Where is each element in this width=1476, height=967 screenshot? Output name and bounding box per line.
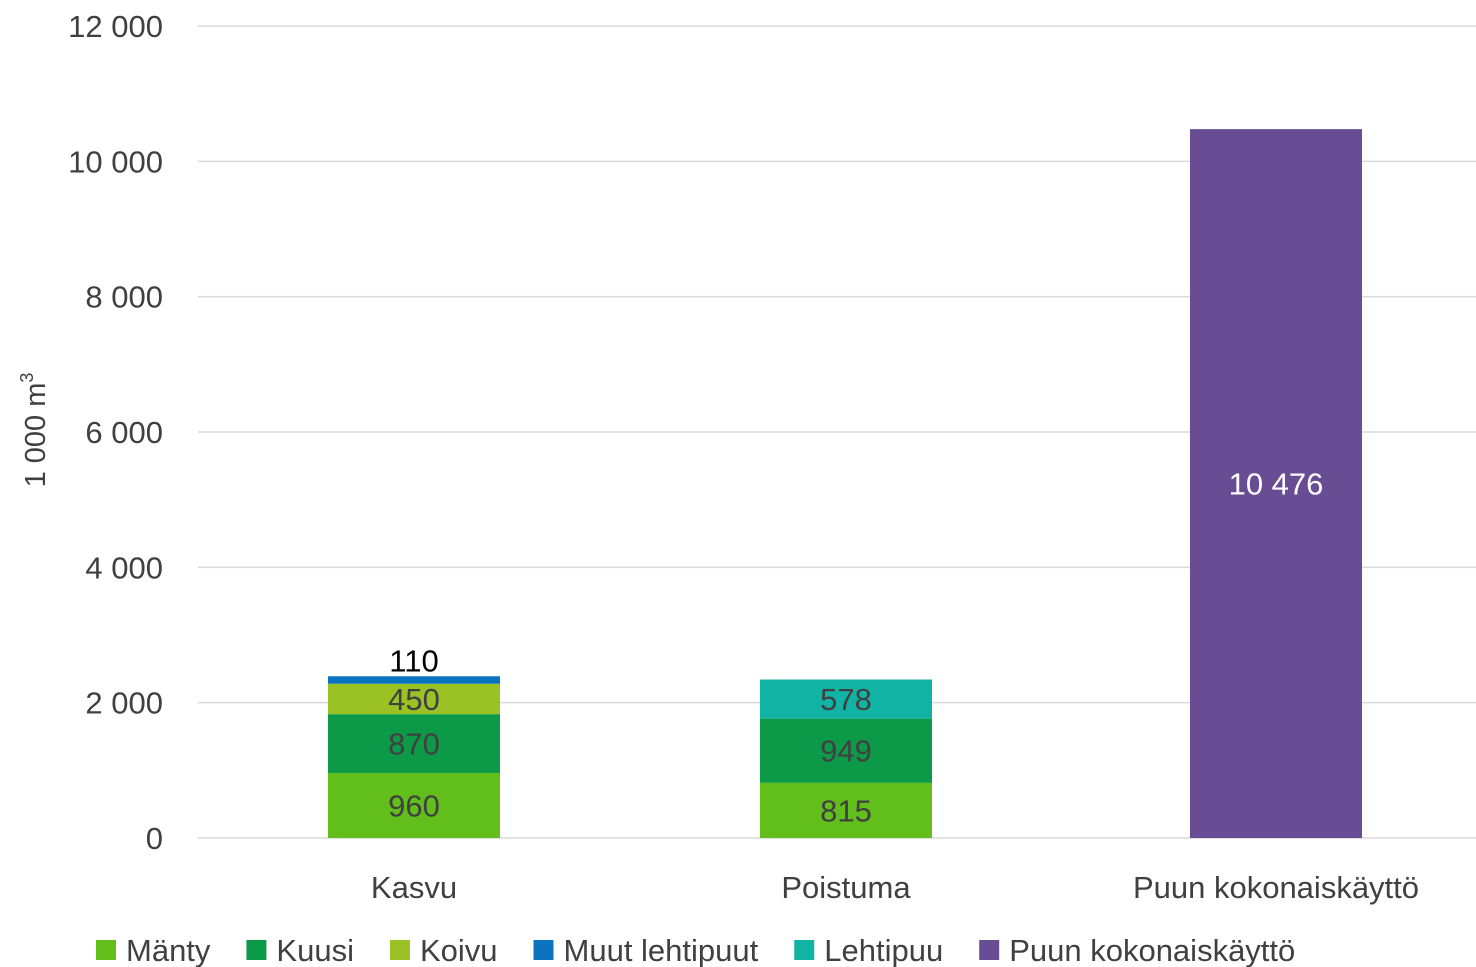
bar-manty-kasvu [328,773,500,838]
legend-label: Koivu [420,933,498,967]
legend-item-manty: Mänty [96,933,211,967]
legend-item-puun-kokonaiskaytto: Puun kokonaiskäyttö [979,933,1295,967]
category-label-poistuma: Poistuma [781,870,911,905]
legend-item-kuusi: Kuusi [246,933,354,967]
legend-label: Kuusi [276,933,354,967]
bars [328,129,1362,838]
legend-swatch [96,940,116,960]
legend-swatch [389,940,410,960]
bar-puun-kokonaiskaytto-puun-kokonaiskaytto [1190,129,1362,838]
bar-koivu-kasvu [328,683,500,715]
y-tick-label: 8 000 [85,280,163,315]
y-tick-label: 0 [146,821,163,856]
data-label-manty-poistuma: 815 [820,793,872,828]
y-axis-label: 1 000 m3 [17,373,52,488]
data-label-kuusi-kasvu: 870 [388,727,440,762]
legend-item-muut-lehtipuut: Muut lehtipuut [533,933,759,967]
category-label-kasvu: Kasvu [371,870,457,905]
legend-swatch [246,940,267,960]
legend-item-lehtipuu: Lehtipuu [794,933,943,967]
legend-label: Lehtipuu [824,933,943,967]
data-label-manty-kasvu: 960 [388,789,440,824]
bar-lehtipuu-poistuma [760,679,932,719]
legend-label: Puun kokonaiskäyttö [1009,933,1295,967]
category-label-puun-kokonaiskaytto: Puun kokonaiskäyttö [1133,870,1419,905]
data-labels: 960 815 870 949 450 110 578 10 476 [388,467,1323,829]
legend-swatch [794,940,815,960]
y-axis-tick-labels: 0 2 000 4 000 6 000 8 000 10 000 12 000 [68,9,163,856]
legend-swatch [533,940,554,960]
data-label-muut-lehtipuut-kasvu: 110 [389,643,438,678]
bar-muut-lehtipuut-kasvu [328,676,500,684]
bar-kuusi-poistuma [760,718,932,783]
legend-label: Mänty [126,933,211,967]
data-label-lehtipuu-poistuma: 578 [820,682,872,717]
bar-manty-poistuma [760,782,932,838]
y-tick-label: 10 000 [68,144,163,179]
x-axis-category-labels: Kasvu Poistuma Puun kokonaiskäyttö [371,870,1419,905]
legend: Mänty Kuusi Koivu Muut lehtipuut Lehtipuu Puu… [96,933,1295,967]
y-tick-label: 4 000 [85,550,163,585]
data-label-puun-kokonaiskaytto-puun-kokonaiskaytto: 10 476 [1229,467,1324,502]
bar-kuusi-kasvu [328,714,500,774]
y-tick-label: 12 000 [68,9,163,44]
data-label-koivu-kasvu: 450 [388,682,440,717]
y-tick-label: 6 000 [85,415,163,450]
y-tick-label: 2 000 [85,686,163,721]
legend-label: Muut lehtipuut [564,933,759,967]
legend-swatch [979,940,1000,960]
data-label-kuusi-poistuma: 949 [820,734,872,769]
legend-item-koivu: Koivu [389,933,498,967]
y-axis-label-superscript: 3 [17,373,37,383]
